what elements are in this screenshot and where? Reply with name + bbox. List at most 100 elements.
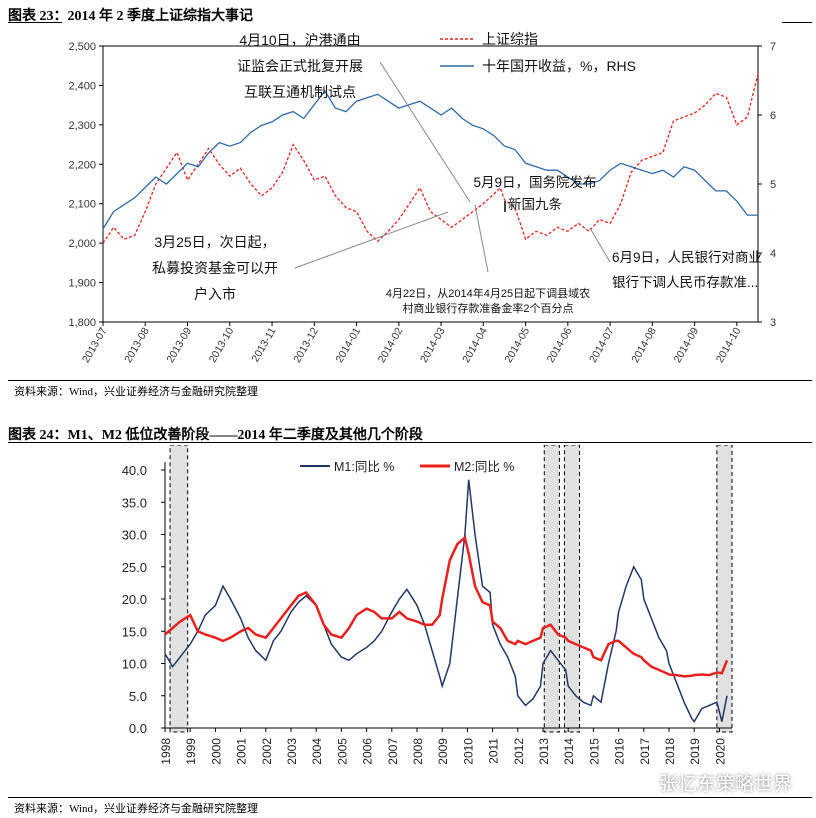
x-tick-label: 2010 <box>461 738 475 765</box>
figure1-title-rule-right <box>782 22 812 23</box>
x-tick-label: 2003 <box>285 738 299 765</box>
annotation-may9-line: 新国九条 <box>508 196 562 212</box>
annotation-april10-line: 互联互通机制试点 <box>244 84 356 100</box>
annotation-may9-line: 5月9日，国务院发布 <box>473 175 596 190</box>
annotation-april22-leader <box>474 204 489 273</box>
x-tick-label: 2019 <box>688 738 702 765</box>
x-tick-label: 2007 <box>386 738 400 765</box>
x-tick-label: 1999 <box>184 738 198 765</box>
x-tick-label: 2014-08 <box>629 325 659 365</box>
annotation-march25-leader <box>294 211 449 269</box>
x-tick-label: 2014-01 <box>333 325 363 365</box>
shaded-period-1 <box>543 445 560 733</box>
x-tick-label: 2006 <box>361 738 375 765</box>
y-tick-label: 15.0 <box>122 624 147 639</box>
annotation-april22-line: 4月22日，从2014年4月25日起下调县域农 <box>386 286 590 300</box>
y-tick-label: 40.0 <box>122 463 147 478</box>
y-right-tick-label: 6 <box>770 110 776 122</box>
wechat-icon <box>631 774 653 791</box>
series-m2-line <box>164 535 729 678</box>
legend-label-0: M1:同比 % <box>334 460 394 474</box>
annotation-june9-leader <box>589 227 611 263</box>
figure1-source-rule <box>8 380 812 381</box>
y-left-tick-label: 2,100 <box>68 199 96 211</box>
shaded-period-2 <box>563 445 581 733</box>
x-tick-label: 2013-10 <box>207 325 237 365</box>
x-tick-label: 2013-08 <box>122 325 152 365</box>
y-left-tick-label: 2,500 <box>68 41 96 53</box>
x-tick-label: 2000 <box>209 738 223 765</box>
y-left-tick-label: 2,200 <box>68 159 96 171</box>
x-tick-label: 2013 <box>537 738 551 765</box>
y-tick-label: 0.0 <box>129 721 147 736</box>
x-tick-label: 2014-04 <box>460 325 490 365</box>
y-right-tick-label: 4 <box>770 248 776 260</box>
x-tick-label: 2013-09 <box>164 325 194 365</box>
figure2-source: 资料来源：Wind，兴业证券经济与金融研究院整理 <box>14 803 258 815</box>
figure1-title: 图表 23：2014 年 2 季度上证综指大事记 <box>8 9 253 24</box>
y-tick-label: 20.0 <box>122 592 147 607</box>
x-tick-label: 2004 <box>310 738 324 765</box>
y-left-tick-label: 2,300 <box>68 120 96 132</box>
x-tick-label: 2017 <box>638 738 652 765</box>
watermark: 张忆东策略世界 <box>631 769 792 796</box>
x-tick-label: 2018 <box>663 738 677 765</box>
x-tick-label: 2014 <box>562 738 576 765</box>
x-tick-label: 2009 <box>436 738 450 765</box>
x-tick-label: 2014-06 <box>545 325 575 365</box>
x-tick-label: 2014-05 <box>503 325 533 365</box>
series-cdb-yield-line <box>102 89 758 230</box>
annotation-march25-line: 3月25日，次日起， <box>154 234 275 250</box>
y-right-tick-label: 5 <box>770 179 776 191</box>
annotation-april22-line: 村商业银行存款准备金率2个百分点 <box>402 301 573 315</box>
y-left-tick-label: 1,900 <box>68 278 96 290</box>
series-shanghai-index-line <box>102 73 759 244</box>
x-tick-label: 2014-09 <box>672 325 702 365</box>
x-tick-label: 2020 <box>713 738 727 765</box>
annotation-june9-line: 6月9日，人民银行对商业 <box>612 250 762 265</box>
x-tick-label: 2005 <box>335 738 349 765</box>
x-tick-label: 2012 <box>512 738 526 765</box>
x-tick-label: 2014-10 <box>714 325 744 365</box>
figure2-source-rule <box>8 797 812 798</box>
y-left-tick-label: 2,400 <box>68 80 96 92</box>
legend-label-1: M2:同比 % <box>454 460 514 474</box>
x-tick-label: 2013-07 <box>80 325 110 365</box>
figure2-title: 图表 24：M1、M2 低位改善阶段——2014 年二季度及其他几个阶段 <box>8 428 423 443</box>
watermark-text: 张忆东策略世界 <box>658 773 792 795</box>
x-tick-label: 2014-02 <box>376 325 406 365</box>
x-tick-label: 2013-12 <box>291 325 321 365</box>
y-tick-label: 25.0 <box>122 560 147 575</box>
legend-label-1: 十年国开收益，%，RHS <box>482 58 636 74</box>
annotation-april10-line: 证监会正式批复开展 <box>237 58 363 74</box>
x-tick-label: 2011 <box>487 738 501 764</box>
y-right-tick-label: 3 <box>770 317 776 329</box>
x-tick-label: 2008 <box>411 738 425 765</box>
shaded-period-0 <box>169 445 189 733</box>
figure1-title-rule <box>8 22 62 23</box>
y-right-tick-label: 7 <box>770 41 776 53</box>
y-tick-label: 35.0 <box>122 495 147 510</box>
figure2-title-rule <box>8 442 812 443</box>
x-tick-label: 2014-03 <box>418 325 448 365</box>
annotation-april10-line: 4月10日，沪港通由 <box>239 32 360 48</box>
legend-label-0: 上证综指 <box>482 31 538 47</box>
annotation-march25-line: 户入市 <box>194 286 236 302</box>
series-m1-line <box>164 479 728 723</box>
annotation-april10-leader <box>379 61 471 203</box>
y-tick-label: 10.0 <box>122 657 147 672</box>
x-tick-label: 1998 <box>159 738 173 765</box>
y-left-tick-label: 2,000 <box>68 238 96 250</box>
x-tick-label: 2016 <box>613 738 627 765</box>
y-left-tick-label: 1,800 <box>68 317 96 329</box>
y-tick-label: 30.0 <box>122 528 147 543</box>
annotation-june9-line: 银行下调人民币存款准... <box>612 275 758 290</box>
x-tick-label: 2002 <box>260 738 274 765</box>
x-tick-label: 2015 <box>587 738 601 765</box>
x-tick-label: 2013-11 <box>249 325 278 364</box>
x-tick-label: 2001 <box>235 738 249 765</box>
chart-shanghai-index: 1,800 1,900 2,000 2,100 2,200 2,300 2,400 2,500… <box>68 31 776 365</box>
annotation-march25-line: 私募投资基金可以开 <box>152 260 278 276</box>
x-tick-label: 2014-07 <box>587 325 617 365</box>
figure1-source: 资料来源：Wind，兴业证券经济与金融研究院整理 <box>14 386 258 398</box>
